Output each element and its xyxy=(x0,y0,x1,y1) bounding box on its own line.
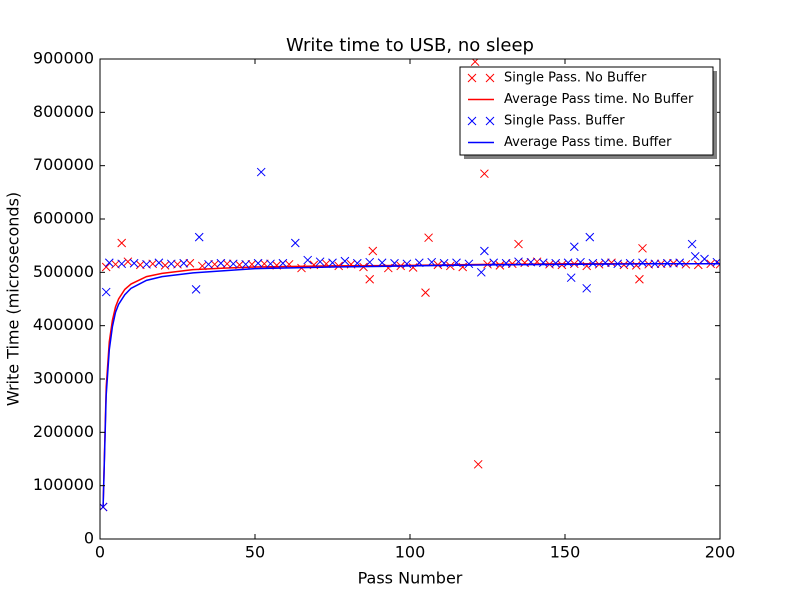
marker xyxy=(365,274,375,284)
marker xyxy=(485,73,495,83)
marker xyxy=(631,261,641,270)
marker xyxy=(228,259,238,269)
y-tick-label: 600000 xyxy=(33,209,94,228)
marker xyxy=(476,267,486,277)
x-tick-label: 150 xyxy=(550,543,581,562)
marker xyxy=(204,259,213,269)
y-tick-label: 700000 xyxy=(33,155,94,174)
legend-label: Single Pass. Buffer xyxy=(504,114,625,129)
y-tick-label: 900000 xyxy=(33,49,94,68)
y-tick-label: 500000 xyxy=(33,262,94,281)
marker xyxy=(340,256,350,266)
marker xyxy=(582,283,592,293)
marker xyxy=(365,257,375,267)
marker xyxy=(635,274,644,284)
marker xyxy=(538,258,548,268)
marker xyxy=(600,258,610,268)
marker xyxy=(467,73,477,83)
marker xyxy=(638,258,647,268)
marker xyxy=(166,259,176,269)
marker xyxy=(123,257,133,267)
marker xyxy=(675,258,685,268)
marker xyxy=(303,255,313,265)
marker xyxy=(191,285,201,294)
x-tick-label: 50 xyxy=(245,543,265,562)
plot-frame xyxy=(99,58,721,540)
marker xyxy=(638,243,647,253)
marker xyxy=(473,459,483,469)
marker xyxy=(421,288,430,297)
line xyxy=(102,263,720,508)
x-tick-label: 100 xyxy=(395,543,426,562)
marker xyxy=(480,246,489,256)
y-tick-label: 100000 xyxy=(33,475,94,494)
marker xyxy=(179,258,189,268)
legend-box xyxy=(459,66,714,156)
marker xyxy=(588,258,598,268)
legend-label: Single Pass. No Buffer xyxy=(504,71,647,86)
y-tick-label: 0 xyxy=(84,529,94,548)
marker xyxy=(241,259,251,269)
marker xyxy=(160,261,170,270)
marker xyxy=(315,257,325,267)
y-tick-label: 400000 xyxy=(33,315,94,334)
marker xyxy=(117,238,127,248)
legend: Single Pass. No Buffer Average Pass time.… xyxy=(467,71,694,150)
legend-label: Average Pass time. No Buffer xyxy=(504,92,694,107)
y-tick-label: 200000 xyxy=(33,422,94,441)
marker xyxy=(142,259,151,269)
marker xyxy=(328,258,337,268)
x-tick-label: 200 xyxy=(705,543,736,562)
y-tick-label: 800000 xyxy=(33,102,94,121)
marker xyxy=(117,259,127,269)
x-axis-label: Pass Number xyxy=(358,569,463,588)
marker xyxy=(563,258,573,268)
y-axis-label: Write Time (microseconds) xyxy=(4,192,23,406)
marker xyxy=(253,258,263,268)
x-tick-label: 0 xyxy=(95,543,105,562)
plot-area xyxy=(100,59,720,512)
chart-title: Write time to USB, no sleep xyxy=(286,35,534,56)
marker xyxy=(194,232,204,242)
marker xyxy=(377,258,387,268)
marker xyxy=(154,258,164,268)
marker xyxy=(569,242,579,252)
marker xyxy=(256,167,266,177)
marker xyxy=(290,238,300,248)
marker xyxy=(101,287,111,297)
marker xyxy=(185,258,195,268)
marker xyxy=(424,233,433,243)
marker xyxy=(566,273,576,283)
marker xyxy=(551,258,561,268)
marker xyxy=(480,169,489,179)
marker xyxy=(266,259,275,269)
marker xyxy=(485,116,495,126)
marker xyxy=(216,258,226,268)
marker xyxy=(464,259,474,269)
marker xyxy=(129,258,139,268)
y-tick-label: 300000 xyxy=(33,369,94,388)
legend-label: Average Pass time. Buffer xyxy=(504,135,672,150)
marker xyxy=(104,258,114,268)
marker xyxy=(585,232,595,242)
marker xyxy=(101,262,111,272)
marker xyxy=(467,116,477,126)
marker xyxy=(501,258,511,268)
marker xyxy=(700,254,709,264)
marker xyxy=(687,239,697,249)
marker xyxy=(690,251,700,261)
marker xyxy=(368,246,378,256)
marker xyxy=(278,258,288,268)
marker xyxy=(514,239,523,249)
